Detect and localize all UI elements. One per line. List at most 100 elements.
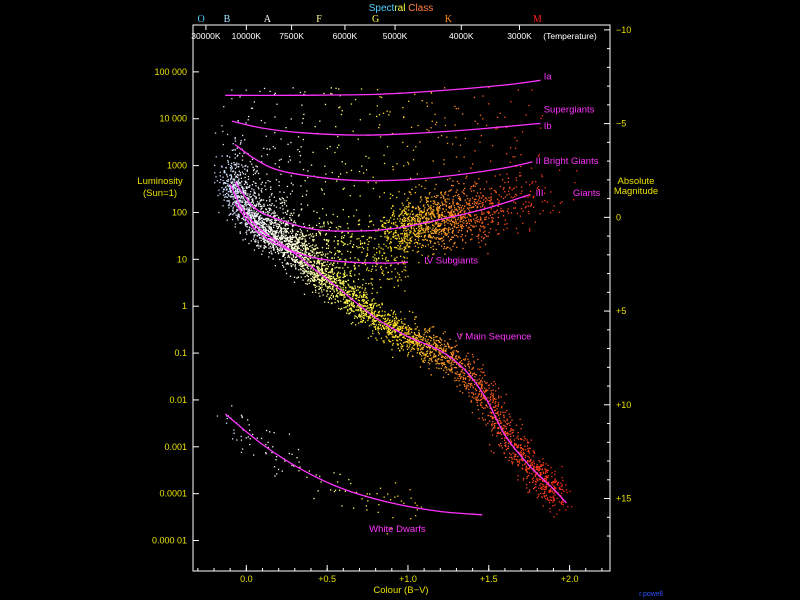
star-point bbox=[338, 292, 340, 294]
star-point bbox=[473, 218, 475, 220]
star-point bbox=[535, 181, 537, 183]
star-point bbox=[539, 474, 541, 476]
star-point bbox=[416, 173, 418, 175]
star-point bbox=[507, 447, 509, 449]
star-point bbox=[432, 200, 434, 202]
star-point bbox=[450, 356, 452, 358]
star-point bbox=[238, 178, 240, 180]
star-point bbox=[388, 334, 390, 336]
star-point bbox=[303, 235, 305, 237]
star-point bbox=[305, 282, 307, 285]
star-point bbox=[300, 276, 302, 278]
star-point bbox=[452, 198, 454, 201]
star-point bbox=[267, 238, 270, 240]
star-point bbox=[260, 246, 262, 248]
star-point bbox=[480, 371, 482, 373]
star-point bbox=[436, 206, 439, 208]
star-point bbox=[372, 319, 374, 321]
star-point bbox=[267, 226, 270, 228]
star-point bbox=[378, 314, 380, 316]
star-point bbox=[460, 362, 463, 365]
star-point bbox=[265, 211, 267, 214]
star-point bbox=[298, 269, 300, 271]
star-point bbox=[399, 227, 401, 230]
star-point bbox=[401, 321, 403, 323]
star-point bbox=[402, 336, 404, 338]
star-point bbox=[425, 335, 428, 338]
star-point bbox=[299, 268, 302, 270]
star-point bbox=[408, 351, 410, 354]
star-point bbox=[372, 307, 374, 309]
star-point bbox=[227, 159, 229, 162]
star-point bbox=[452, 346, 454, 349]
star-point bbox=[232, 208, 234, 210]
star-point bbox=[342, 287, 344, 289]
star-point bbox=[296, 238, 298, 241]
star-point bbox=[459, 334, 461, 336]
star-point bbox=[317, 274, 320, 276]
star-point bbox=[401, 346, 403, 348]
star-point bbox=[234, 163, 237, 166]
star-point bbox=[370, 303, 372, 305]
star-point bbox=[237, 202, 239, 205]
star-point bbox=[479, 380, 482, 382]
star-point bbox=[291, 246, 293, 249]
star-point bbox=[436, 361, 438, 363]
star-point bbox=[466, 387, 468, 389]
star-point bbox=[482, 372, 484, 374]
star-point bbox=[471, 374, 473, 377]
star-point bbox=[410, 230, 412, 232]
star-point bbox=[468, 207, 470, 209]
star-point bbox=[438, 341, 440, 343]
star-point bbox=[404, 207, 406, 209]
star-point bbox=[440, 356, 443, 358]
star-point bbox=[287, 254, 290, 256]
star-point bbox=[434, 232, 437, 234]
star-point bbox=[383, 324, 386, 326]
star-point bbox=[412, 341, 414, 343]
star-point bbox=[298, 236, 300, 239]
star-point bbox=[540, 487, 542, 489]
star-point bbox=[466, 384, 468, 386]
star-point bbox=[243, 190, 245, 193]
star-point bbox=[408, 330, 410, 332]
star-point bbox=[471, 384, 473, 386]
star-point bbox=[495, 416, 497, 418]
star-point bbox=[419, 201, 421, 203]
star-point bbox=[496, 412, 499, 414]
star-point bbox=[502, 429, 504, 431]
star-point bbox=[453, 211, 455, 213]
star-point bbox=[503, 452, 505, 454]
star-point bbox=[324, 270, 326, 272]
star-point bbox=[402, 327, 404, 329]
star-point bbox=[432, 214, 434, 216]
star-point bbox=[496, 435, 498, 437]
star-point bbox=[303, 253, 305, 255]
star-point bbox=[465, 382, 467, 384]
star-point bbox=[442, 350, 445, 352]
star-point bbox=[244, 201, 246, 204]
star-point bbox=[562, 479, 564, 482]
star-point bbox=[390, 250, 392, 252]
star-point bbox=[303, 261, 305, 264]
star-point bbox=[392, 233, 394, 235]
star-point bbox=[409, 333, 411, 335]
star-point bbox=[226, 192, 228, 194]
star-point bbox=[503, 415, 505, 417]
star-point bbox=[433, 195, 436, 198]
star-point bbox=[331, 285, 334, 288]
star-point bbox=[459, 373, 462, 375]
star-point bbox=[464, 364, 466, 366]
star-point bbox=[280, 232, 282, 234]
star-point bbox=[476, 399, 479, 402]
star-point bbox=[290, 241, 293, 244]
star-point bbox=[419, 225, 421, 227]
star-point bbox=[527, 442, 529, 444]
star-point bbox=[287, 243, 289, 246]
star-point bbox=[470, 186, 472, 188]
star-point bbox=[361, 296, 363, 299]
star-point bbox=[252, 224, 254, 227]
star-point bbox=[400, 339, 402, 342]
star-point bbox=[414, 323, 416, 325]
star-point bbox=[431, 229, 433, 231]
